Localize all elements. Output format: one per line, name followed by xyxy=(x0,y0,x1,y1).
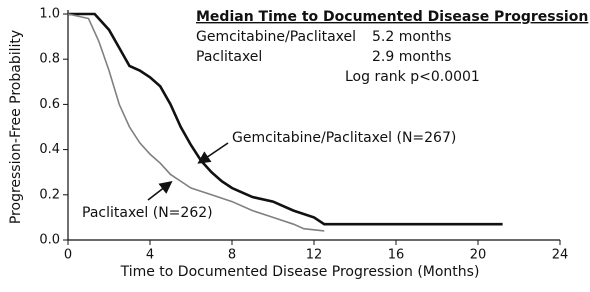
table-heading: Median Time to Documented Disease Progre… xyxy=(196,9,588,25)
y-tick-label: 0.4 xyxy=(39,142,60,157)
x-tick-label: 24 xyxy=(552,248,569,263)
x-tick-label: 12 xyxy=(306,248,323,263)
table-cell: 2.9 months xyxy=(372,49,451,65)
table-cell: Paclitaxel xyxy=(196,49,262,65)
survival-curve xyxy=(67,13,325,232)
x-axis-label: Time to Documented Disease Progression (… xyxy=(120,264,480,280)
x-tick-label: 4 xyxy=(146,248,154,263)
survival-curve xyxy=(68,12,503,226)
y-axis-label: Progression-Free Probability xyxy=(8,30,24,224)
y-tick-label: 1.0 xyxy=(39,7,60,22)
arrow xyxy=(147,181,173,201)
table-note: Log rank p<0.0001 xyxy=(345,69,480,85)
y-tick-label: 0.0 xyxy=(39,233,60,248)
table-cell: 5.2 months xyxy=(372,29,451,45)
series-label: Gemcitabine/Paclitaxel (N=267) xyxy=(232,130,456,146)
x-tick-label: 16 xyxy=(388,248,405,263)
table-cell: Gemcitabine/Paclitaxel xyxy=(196,29,356,45)
x-tick-label: 8 xyxy=(228,248,236,263)
x-tick-label: 20 xyxy=(470,248,487,263)
y-tick-label: 0.2 xyxy=(39,187,60,202)
y-tick-label: 0.6 xyxy=(39,97,60,112)
x-tick-label: 0 xyxy=(64,248,72,263)
arrow xyxy=(197,142,229,164)
y-tick-label: 0.8 xyxy=(39,52,60,67)
series-label: Paclitaxel (N=262) xyxy=(82,205,213,221)
